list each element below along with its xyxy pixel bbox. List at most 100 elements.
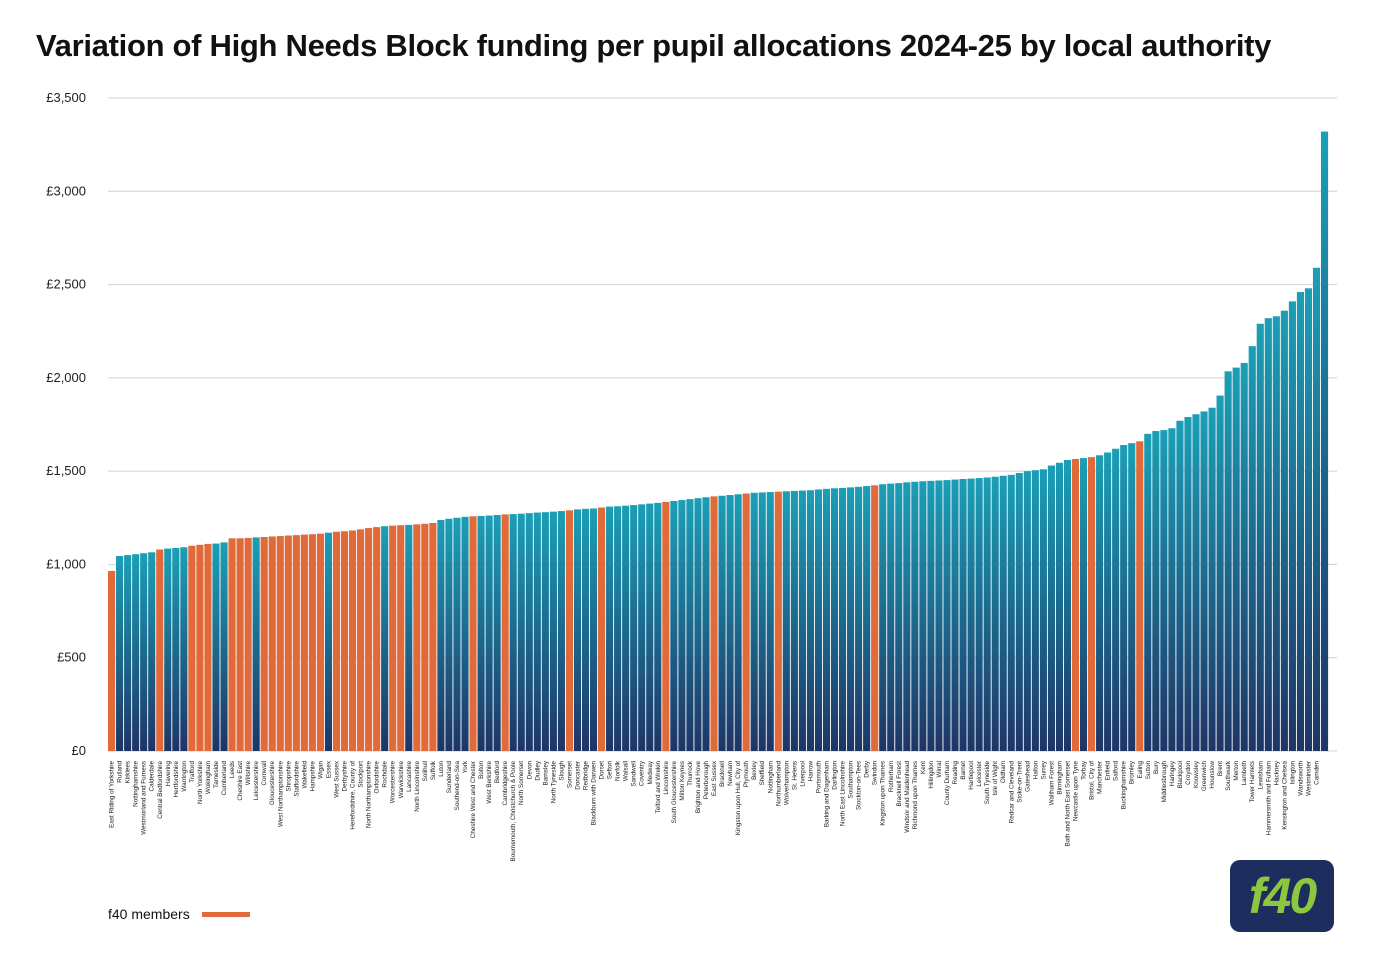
x-tick-label: South Tyneside (984, 761, 991, 805)
bar (509, 514, 517, 751)
bar (710, 496, 718, 751)
x-tick-label: Peterborough (703, 761, 710, 800)
x-tick-label: Suffolk (430, 760, 437, 780)
bar (662, 501, 670, 751)
bar (1208, 407, 1216, 751)
x-tick-label: York (462, 760, 469, 773)
bar (630, 505, 638, 751)
x-tick-label: Southend-on-Sea (454, 761, 461, 811)
bar (1224, 371, 1232, 751)
bar (975, 478, 983, 751)
bar (1184, 417, 1192, 751)
bar (1320, 131, 1329, 751)
bar (292, 535, 300, 751)
bar (790, 490, 798, 751)
bar (268, 536, 276, 751)
bar (332, 531, 341, 751)
x-tick-label: Birmingham (1056, 761, 1063, 795)
x-tick-label: Calderdale (149, 761, 156, 792)
bar (276, 536, 284, 751)
x-tick-label: Gateshead (1024, 761, 1031, 792)
bar (654, 502, 662, 751)
x-tick-label: Bristol, City of (1089, 761, 1096, 800)
x-tick-label: Redbridge (583, 761, 590, 791)
bar (1304, 288, 1313, 751)
x-tick-label: Haringey (1169, 760, 1176, 786)
x-tick-label: Windsor and Maidenhead (904, 761, 911, 833)
bar (549, 511, 557, 751)
bar (244, 537, 252, 751)
x-tick-label: Dorset (599, 761, 606, 780)
x-tick-label: Wirral (936, 761, 943, 777)
x-tick-label: Tameside (213, 761, 220, 788)
bar (1096, 455, 1104, 751)
bar (1015, 473, 1023, 751)
x-tick-label: Redcar and Cleveland (1008, 761, 1015, 824)
x-tick-label: Warrington (181, 761, 188, 792)
bar (573, 509, 582, 751)
bar (670, 500, 678, 751)
x-tick-label: Cheshire East (237, 761, 244, 801)
bar (742, 493, 750, 751)
x-tick-label: Cheshire West and Chester (470, 761, 477, 838)
x-tick-label: Torbay (1081, 760, 1088, 780)
bar (871, 485, 879, 751)
x-tick-label: Devon (526, 761, 533, 780)
bar (116, 556, 124, 751)
bar (180, 547, 188, 751)
x-tick-label: Milton Keynes (679, 761, 686, 801)
x-tick-label: Stockport (358, 761, 365, 788)
bar (951, 479, 959, 751)
bar (855, 486, 863, 751)
x-tick-label: Salford (1113, 761, 1120, 781)
bar (557, 511, 565, 751)
bar (646, 503, 654, 751)
bar (1264, 318, 1272, 751)
bar (405, 524, 413, 751)
x-tick-label: Surrey (1040, 760, 1047, 779)
x-tick-label: Kingston upon Thames (880, 761, 887, 826)
bar (188, 545, 196, 751)
x-tick-label: Newcastle upon Tyne (1073, 761, 1080, 822)
bar (260, 537, 268, 751)
x-tick-label: Greenwich (1201, 761, 1208, 792)
bar (461, 516, 469, 751)
bar (1120, 445, 1128, 751)
bar (445, 518, 453, 751)
bar (1136, 441, 1144, 751)
bar (1200, 411, 1208, 751)
x-tick-label: Stockton-on-Tees (856, 761, 863, 810)
bar (967, 478, 975, 751)
x-tick-label: Isle of Wight (992, 761, 999, 796)
bar (1128, 443, 1136, 751)
x-tick-label: Dudley (534, 760, 541, 780)
x-tick-label: Northumberland (775, 761, 782, 807)
x-tick-label: Sandwell (631, 761, 638, 787)
bar (774, 491, 782, 751)
bar (348, 530, 357, 751)
bar (541, 512, 549, 751)
bar (734, 494, 742, 751)
x-tick-label: Kingston upon Hull, City of (735, 761, 742, 835)
x-tick-label: Barnet (960, 761, 967, 780)
bar (943, 480, 951, 751)
bar (622, 505, 630, 751)
bar (638, 504, 646, 751)
bar (437, 520, 445, 751)
x-tick-label: Leicestershire (253, 761, 260, 801)
x-tick-label: Kent (920, 761, 927, 774)
x-tick-label: Enfield (1105, 761, 1112, 781)
bar (999, 475, 1007, 751)
bar (1168, 428, 1176, 751)
y-axis-tick-labels: £0 £500 £1,000 £1,500 £2,000 £2,500 £3,000 £3,5… (46, 90, 86, 758)
bar (702, 497, 710, 751)
bar (1232, 367, 1240, 751)
bar (429, 523, 437, 751)
x-tick-label: Cornwall (261, 761, 268, 786)
bar (581, 508, 590, 751)
bar (357, 529, 365, 751)
x-tick-label: Bracknell Forest (896, 761, 903, 807)
bar (911, 481, 919, 751)
bar (606, 506, 614, 751)
x-tick-label: Wigan (317, 761, 324, 779)
